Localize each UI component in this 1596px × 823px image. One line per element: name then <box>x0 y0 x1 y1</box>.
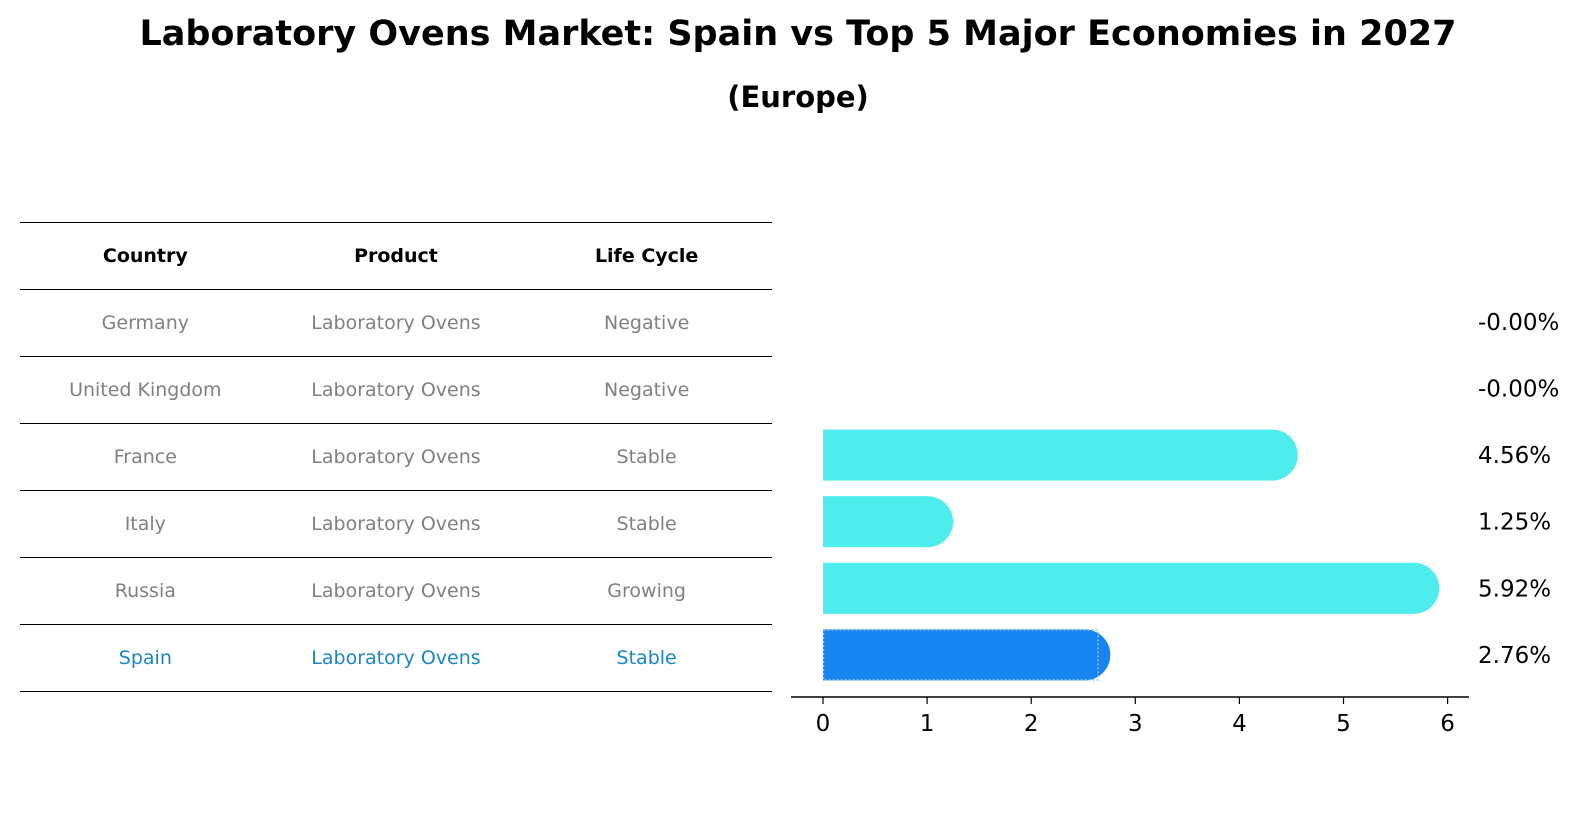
x-tick-label: 2 <box>1024 711 1039 737</box>
table-row: Germany Laboratory Ovens Negative <box>20 290 772 357</box>
chart-title: Laboratory Ovens Market: Spain vs Top 5 … <box>139 14 1457 54</box>
x-tick-label: 1 <box>920 711 935 737</box>
country-cell: Germany <box>101 312 189 334</box>
product-cell: Laboratory Ovens <box>311 446 481 468</box>
life-cycle-cell: Growing <box>607 580 686 602</box>
header-product: Product <box>354 245 438 267</box>
value-label: 4.56% <box>1478 443 1551 469</box>
value-label: -0.00% <box>1478 377 1559 403</box>
product-cell: Laboratory Ovens <box>311 647 481 669</box>
product-cell: Laboratory Ovens <box>311 513 481 535</box>
country-cell: Russia <box>114 580 176 602</box>
table-row-highlighted: Spain Laboratory Ovens Stable <box>20 625 772 692</box>
bar <box>823 562 1414 614</box>
country-cell: Spain <box>118 647 172 669</box>
header-life-cycle: Life Cycle <box>594 245 699 267</box>
bar-cap <box>1388 562 1440 614</box>
table-row: Russia Laboratory Ovens Growing <box>20 558 772 625</box>
country-cell: United Kingdom <box>69 379 222 401</box>
life-cycle-cell: Stable <box>616 513 677 535</box>
x-tick-label: 5 <box>1336 711 1351 737</box>
value-label: 2.76% <box>1478 643 1551 669</box>
bar-cap <box>1059 629 1111 681</box>
x-tick-label: 0 <box>816 711 831 737</box>
x-tick-label: 4 <box>1232 711 1247 737</box>
life-cycle-cell: Negative <box>604 312 690 334</box>
bar <box>823 429 1273 481</box>
country-cell: France <box>113 446 177 468</box>
product-cell: Laboratory Ovens <box>311 580 481 602</box>
value-label: -0.00% <box>1478 310 1559 336</box>
table-row: France Laboratory Ovens Stable <box>20 424 772 491</box>
life-cycle-cell: Negative <box>604 379 690 401</box>
value-label: 5.92% <box>1478 576 1551 602</box>
table-header-row: Country Product Life Cycle <box>20 223 772 290</box>
bar-cap <box>1246 429 1298 481</box>
chart-subtitle: (Europe) <box>727 80 869 114</box>
product-cell: Laboratory Ovens <box>311 312 481 334</box>
data-table: Country Product Life Cycle Germany Labor… <box>20 222 772 692</box>
highlight-outline <box>822 629 1099 681</box>
header-country: Country <box>102 245 188 267</box>
table-row: Italy Laboratory Ovens Stable <box>20 491 772 558</box>
bar <box>823 629 1085 681</box>
bar-cap <box>902 496 954 548</box>
x-tick-label: 6 <box>1440 711 1455 737</box>
life-cycle-cell: Stable <box>616 446 677 468</box>
value-label: 1.25% <box>1478 510 1551 536</box>
country-cell: Italy <box>124 513 166 535</box>
x-tick-label: 3 <box>1128 711 1143 737</box>
life-cycle-cell: Stable <box>616 647 677 669</box>
product-cell: Laboratory Ovens <box>311 379 481 401</box>
table-row: United Kingdom Laboratory Ovens Negative <box>20 357 772 424</box>
